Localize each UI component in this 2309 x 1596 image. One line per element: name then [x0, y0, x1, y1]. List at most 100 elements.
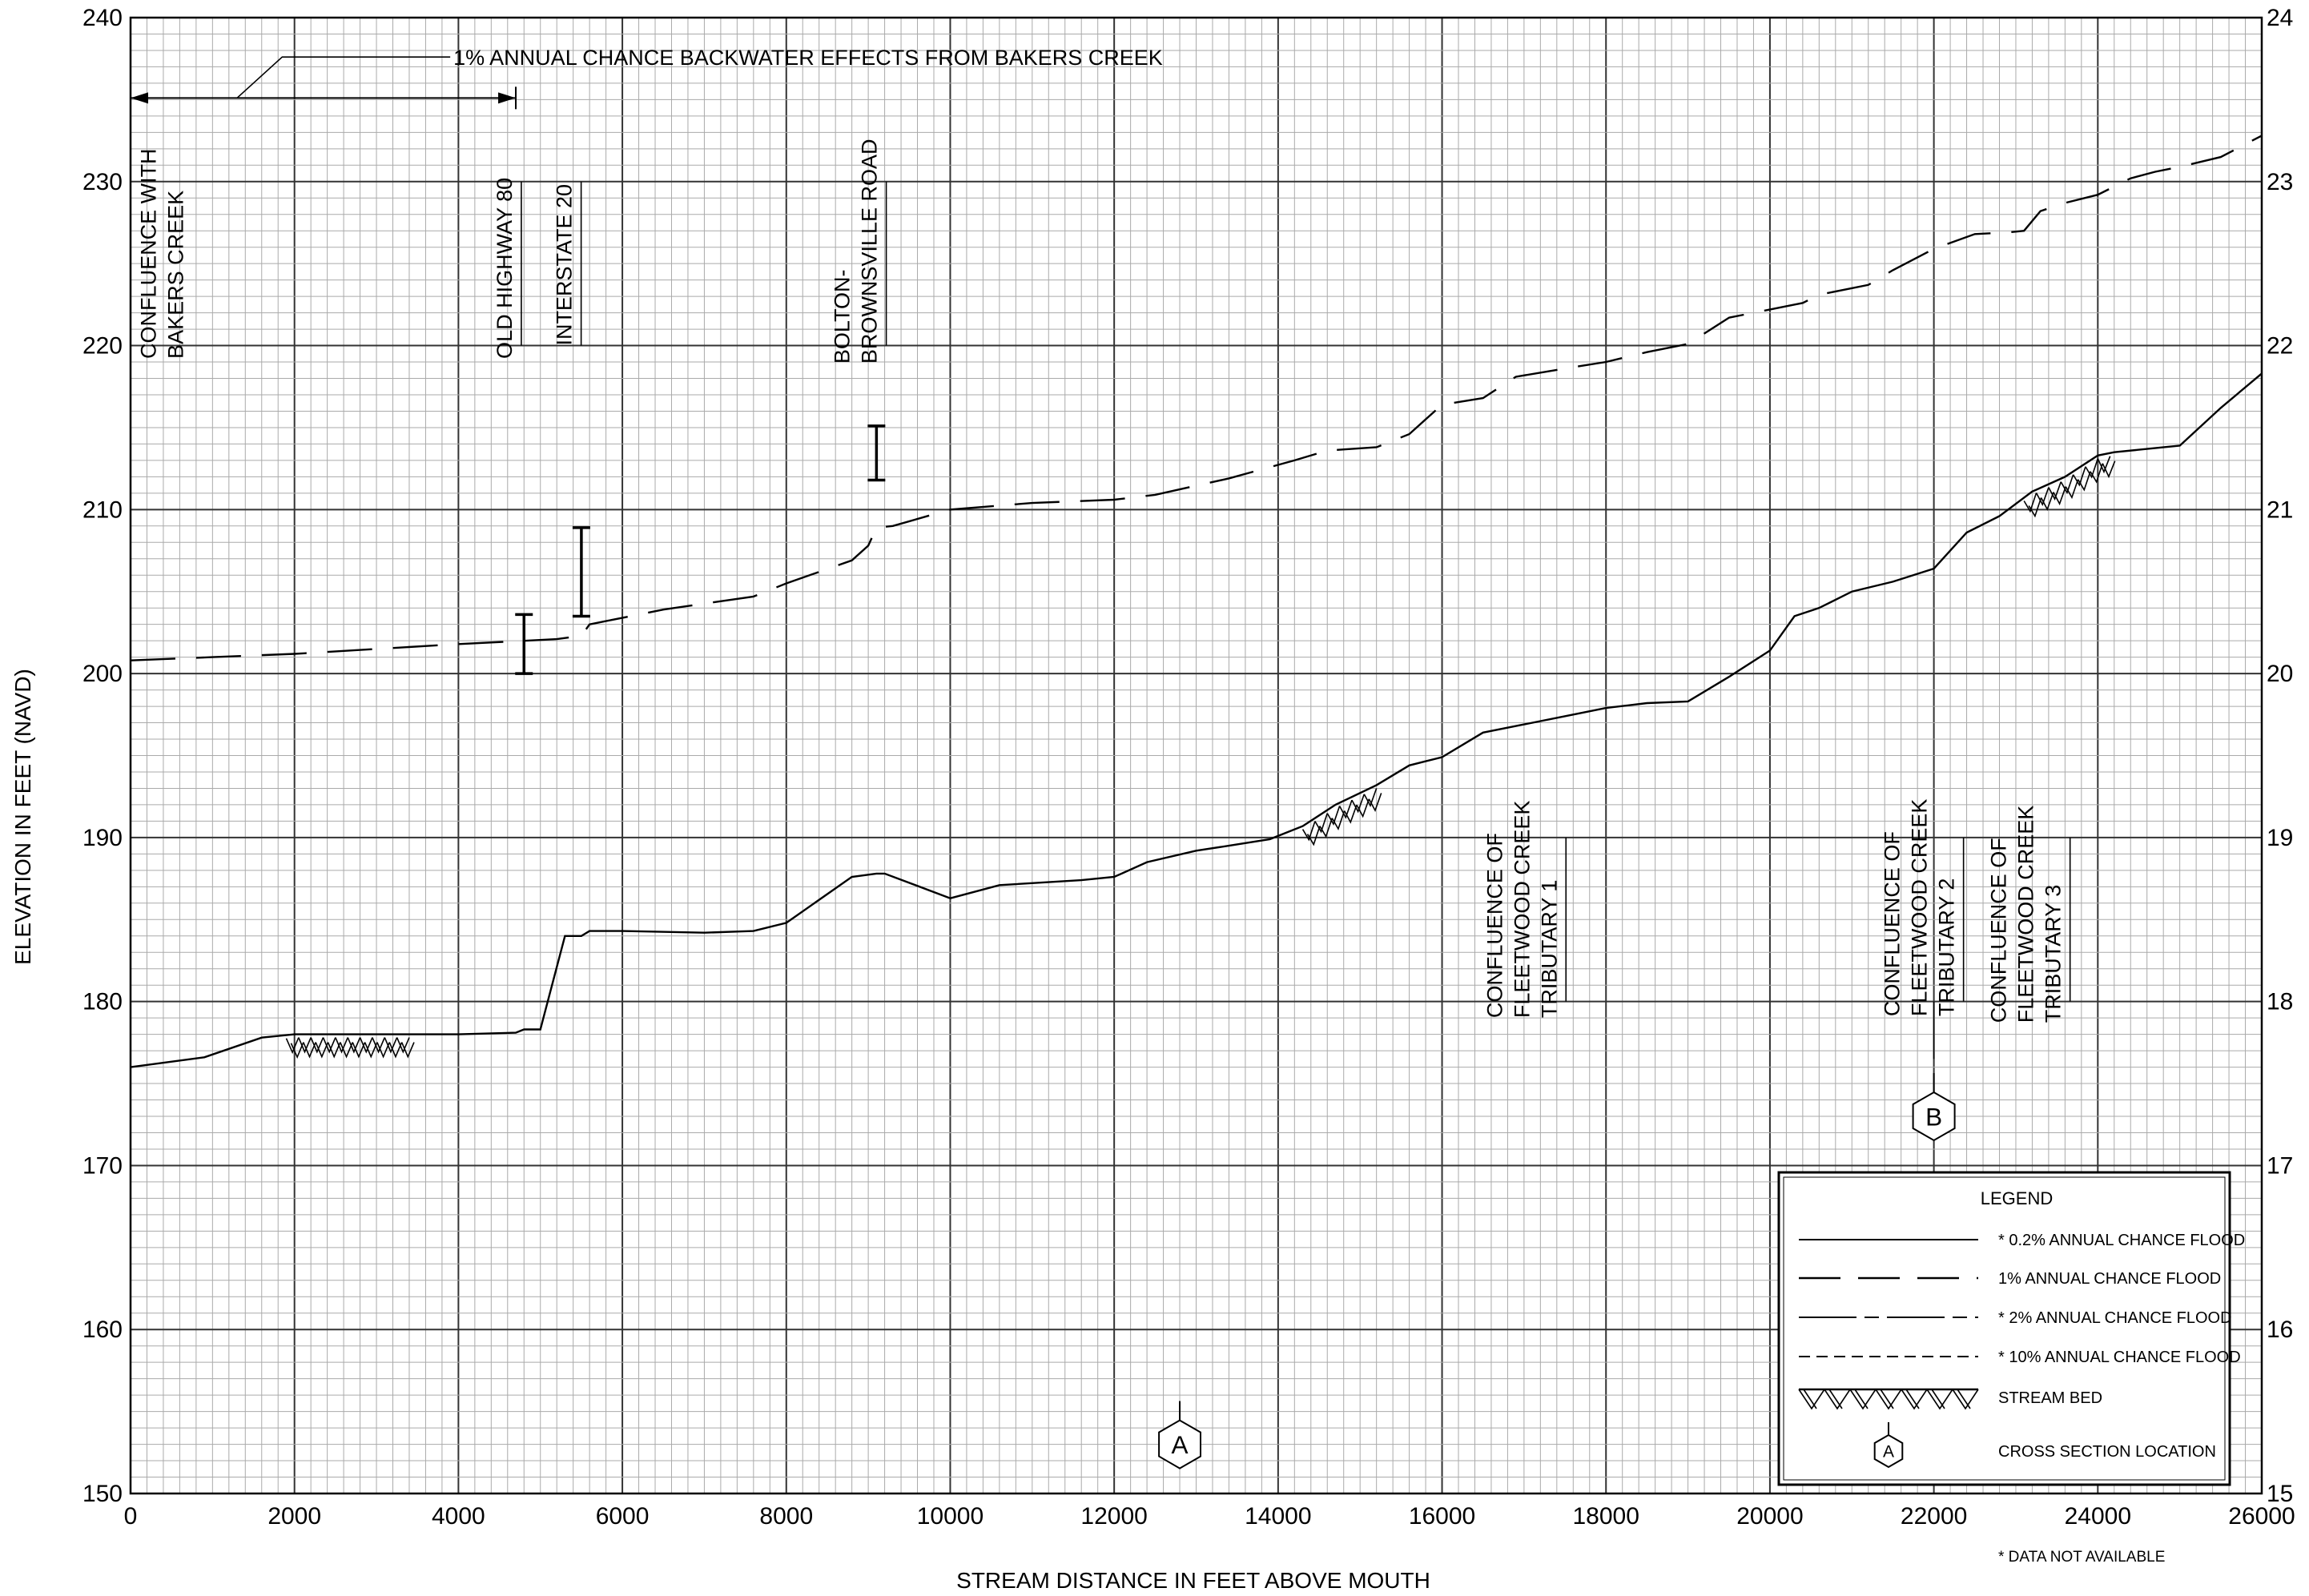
hatch-chevron	[396, 1037, 410, 1054]
hatch-chevron	[2097, 456, 2111, 474]
y-axis-label: ELEVATION IN FEET (NAVD)	[10, 669, 35, 965]
legend-item: STREAM BED	[1798, 1388, 2102, 1410]
tributary-2-label-line: FLEETWOOD CREEK	[1908, 799, 1932, 1017]
legend-hatch-chevron	[1957, 1389, 1971, 1409]
hatch-chevron	[388, 1042, 403, 1059]
hatch-chevron	[340, 1042, 353, 1059]
x-tick-label: 2000	[268, 1503, 321, 1530]
x-tick-label: 20000	[1736, 1503, 1803, 1530]
y-tick-label-right: 22	[2267, 333, 2293, 360]
legend-hatch-chevron	[1798, 1389, 1825, 1410]
legend-cross-section-symbol: A	[1873, 1422, 1904, 1469]
cross-section-label: B	[1925, 1102, 1942, 1131]
tributary-1-label: CONFLUENCE OF FLEETWOOD CREEK TRIBUTARY 1	[1482, 801, 1567, 1019]
hatch-chevron	[2023, 492, 2037, 513]
legend-item: * 2% ANNUAL CHANCE FLOOD	[1799, 1309, 2232, 1327]
legend-label: CROSS SECTION LOCATION	[1998, 1443, 2216, 1461]
x-tick-label: 10000	[917, 1503, 984, 1530]
hatch-chevron	[364, 1042, 378, 1059]
legend-hatch-chevron	[1931, 1389, 1945, 1409]
hatch-chevron	[1314, 813, 1329, 834]
y-tick-label-right: 16	[2267, 1317, 2293, 1343]
x-tick-label: 16000	[1409, 1503, 1475, 1530]
legend-hatch-chevron	[1926, 1389, 1953, 1410]
hatch-chevron	[1319, 818, 1334, 838]
y-tick-label: 220	[82, 333, 123, 360]
hatch-chevron	[2028, 497, 2042, 518]
hatch-chevron	[2077, 471, 2091, 492]
hatch-chevron	[285, 1037, 300, 1055]
legend-hatch-chevron	[1875, 1389, 1902, 1410]
hatch-chevron	[290, 1042, 304, 1059]
tributary-1-label-line: TRIBUTARY 1	[1537, 880, 1561, 1019]
hatch-chevron	[359, 1037, 373, 1054]
hatch-chevron	[335, 1037, 348, 1054]
cross-section-label: A	[1172, 1430, 1189, 1459]
hatch-chevron	[1356, 798, 1370, 818]
hatch-chevron	[2048, 481, 2062, 501]
one-percent-flood-line	[130, 135, 2263, 661]
backwater-arrow-head-left	[131, 92, 148, 104]
cross-section-label: A	[1883, 1443, 1894, 1461]
backwater-label: 1% ANNUAL CHANCE BACKWATER EFFECTS FROM …	[453, 46, 1163, 70]
hatch-chevron	[2035, 487, 2050, 507]
legend-hatch-chevron	[1828, 1389, 1843, 1409]
x-tick-label: 22000	[1901, 1503, 1967, 1530]
hatch-chevron	[1363, 788, 1378, 808]
hatch-chevron	[315, 1042, 329, 1059]
series-layer	[130, 135, 2263, 1068]
stream-bed-hatch	[285, 1037, 415, 1059]
hatch-chevron	[1306, 826, 1321, 846]
hatch-chevron	[2072, 466, 2086, 487]
tributary-2-label: CONFLUENCE OF FLEETWOOD CREEK TRIBUTARY 2	[1881, 799, 1965, 1017]
legend-label: * 10% ANNUAL CHANCE FLOOD	[1998, 1349, 2241, 1366]
x-tick-label: 26000	[2228, 1503, 2295, 1530]
x-tick-label: 6000	[596, 1503, 650, 1530]
tributary-1-label-line: CONFLUENCE OF	[1482, 833, 1506, 1018]
y-tick-label: 180	[82, 989, 123, 1015]
bolton-brownsville-label-line: BOLTON-	[831, 270, 855, 364]
cross-section-a: A	[1158, 1401, 1201, 1469]
hatch-chevron	[2102, 460, 2116, 479]
tributary-2-label-line: CONFLUENCE OF	[1881, 831, 1905, 1016]
legend-box	[1777, 1171, 2231, 1486]
confluence-bakers-label-line: CONFLUENCE WITH	[137, 148, 161, 359]
y-tick-label: 150	[82, 1481, 123, 1507]
stream-bed-hatch	[2023, 456, 2116, 518]
hatch-chevron	[1338, 799, 1353, 819]
y-tick-label: 170	[82, 1152, 123, 1179]
cross-section-hexagon	[1158, 1419, 1201, 1469]
legend-hatch-chevron	[1849, 1389, 1877, 1410]
structure-bar	[515, 613, 533, 675]
structure-bar	[867, 424, 886, 482]
cross-section-hexagon	[1912, 1091, 1956, 1142]
y-tick-label-right: 24	[2267, 5, 2293, 31]
hatch-chevron	[376, 1042, 391, 1059]
cross-section-markers: AB	[1158, 1073, 1956, 1469]
x-axis-label: STREAM DISTANCE IN FEET ABOVE MOUTH	[956, 1568, 1430, 1593]
hatch-chevron	[310, 1037, 324, 1054]
y-tick-label: 230	[82, 169, 123, 195]
y-axis-ticks-left: 150 160 170 180 190 200 210 220 230 240	[82, 5, 123, 1507]
legend-hatch-chevron	[1880, 1389, 1894, 1409]
legend-hatch-chevron	[1824, 1389, 1851, 1410]
hatch-chevron	[352, 1042, 366, 1059]
legend-hatch-chevron	[1905, 1389, 1920, 1409]
tributary-3-label-line: CONFLUENCE OF	[1987, 838, 2011, 1023]
legend-label: * 2% ANNUAL CHANCE FLOOD	[1998, 1309, 2232, 1327]
hatch-chevron	[2053, 486, 2067, 506]
hatch-chevron	[2040, 492, 2054, 512]
hatch-chevron	[2065, 479, 2079, 500]
x-tick-label: 8000	[759, 1503, 813, 1530]
x-tick-label: 24000	[2065, 1503, 2131, 1530]
backwater-arrow-head-right	[498, 92, 517, 104]
confluence-bakers-label-line: BAKERS CREEK	[164, 191, 188, 359]
stream-bed-hatching	[285, 456, 2116, 1059]
legend-title: LEGEND	[1981, 1188, 2053, 1208]
legend-item: * 10% ANNUAL CHANCE FLOOD	[1799, 1349, 2241, 1366]
y-tick-label-right: 15	[2267, 1481, 2293, 1507]
bolton-brownsville-label-line: BROWNSVILLE ROAD	[858, 139, 882, 364]
hatch-chevron	[372, 1037, 386, 1054]
legend-hatch-chevron	[1952, 1389, 1979, 1410]
legend-item: A CROSS SECTION LOCATION	[1873, 1422, 2216, 1469]
